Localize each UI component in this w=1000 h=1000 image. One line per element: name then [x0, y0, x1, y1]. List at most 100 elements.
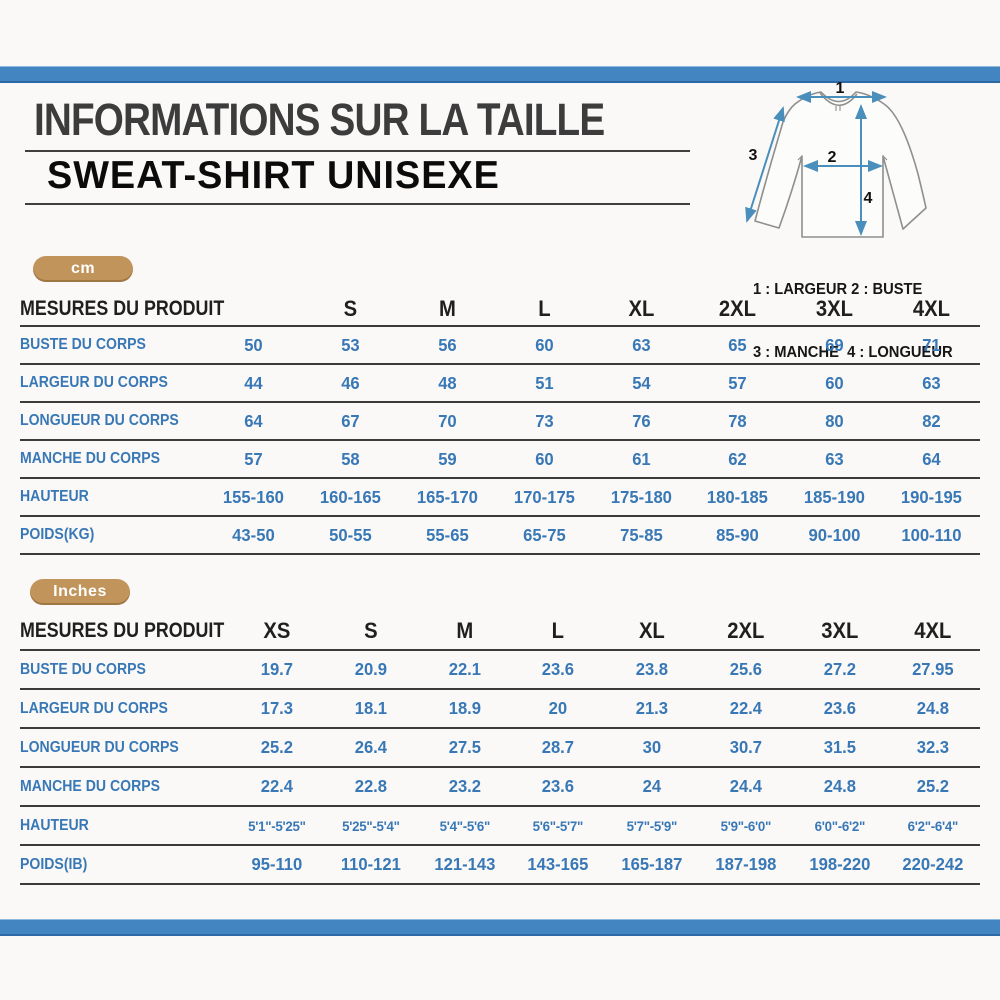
cell-value: 48	[437, 372, 457, 393]
table-row: LARGEUR DU CORPS 44 46 48 51 54 57 60 63	[20, 365, 980, 403]
cell-value: 82	[922, 410, 941, 431]
cell-value: 143-165	[527, 854, 589, 874]
cell-value: 60	[534, 334, 554, 355]
size-header: 2XL	[727, 617, 765, 643]
cell-value: 27.2	[823, 659, 856, 679]
cell-value: 58	[341, 448, 360, 469]
measures-header-label: MESURES DU PRODUIT	[20, 618, 225, 642]
cell-value: 22.1	[448, 659, 481, 679]
diagram-marker-3: 3	[749, 147, 758, 164]
cell-value: 100-110	[901, 524, 962, 545]
table-row: MANCHE DU CORPS 22.4 22.8 23.2 23.6 24 24.4 24.…	[20, 768, 980, 807]
legend-line-2: 3 : MANCHE 4 : LONGUEUR	[753, 344, 953, 361]
row-label: LONGUEUR DU CORPS	[20, 738, 179, 756]
size-header: 2XL	[719, 295, 757, 321]
table-row: HAUTEUR 155-160 160-165 165-170 170-175 175-1…	[20, 479, 980, 517]
cell-value: 19.7	[260, 659, 294, 679]
diagram-marker-2: 2	[828, 149, 837, 166]
cell-value: 59	[437, 448, 457, 469]
cell-value: 22.8	[354, 776, 387, 796]
table-row: LONGUEUR DU CORPS 25.2 26.4 27.5 28.7 30 30.7 3…	[20, 729, 980, 768]
cell-value: 24.4	[729, 776, 762, 796]
cell-value: 5'1"-5'25"	[248, 817, 306, 834]
cell-value: 20	[548, 698, 568, 718]
cell-value: 180-185	[707, 486, 769, 507]
cell-value: 110-121	[340, 854, 401, 874]
cell-value: 61	[631, 448, 651, 469]
cell-value: 76	[631, 410, 651, 431]
cell-value: 5'7"-5'9"	[626, 817, 678, 834]
cell-value: 69	[825, 334, 844, 355]
cell-value: 78	[728, 410, 748, 431]
row-label: LARGEUR DU CORPS	[20, 374, 168, 391]
cell-value: 57	[244, 448, 263, 469]
cell-value: 5'4"-5'6"	[439, 817, 490, 834]
sweatshirt-diagram: 1 2 3 4	[745, 80, 927, 238]
cell-value: 30.7	[729, 737, 762, 757]
cell-value: 60	[534, 448, 554, 469]
cell-value: 62	[728, 448, 748, 469]
product-name: SWEAT-SHIRT UNISEXE	[47, 154, 500, 197]
table-row: HAUTEUR 5'1"-5'25" 5'25"-5'4" 5'4"-5'6" 5'6"…	[20, 807, 980, 846]
size-header: L	[537, 295, 551, 321]
table-row: LARGEUR DU CORPS 17.3 18.1 18.9 20 21.3 22.4 23…	[20, 690, 980, 729]
cell-value: 5'6"-5'7"	[532, 817, 584, 834]
size-table-cm: MESURES DU PRODUIT S M L XL 2XL 3XL 4XL BUSTE DU…	[20, 292, 980, 555]
table-row: POIDS(KG) 43-50 50-55 55-65 65-75 75-85 85-90 9…	[20, 517, 980, 555]
cell-value: 63	[825, 448, 844, 469]
cell-value: 70	[437, 410, 457, 431]
cell-value: 25.2	[916, 776, 950, 796]
cell-value: 67	[341, 410, 360, 431]
cell-value: 56	[437, 334, 457, 355]
cell-value: 44	[244, 372, 263, 393]
cell-value: 20.9	[354, 659, 387, 679]
cell-value: 63	[922, 372, 941, 393]
cell-value: 46	[341, 372, 360, 393]
cell-value: 50	[244, 334, 263, 355]
product-subtitle-box: SWEAT-SHIRT UNISEXE	[25, 150, 690, 205]
size-header: XL	[638, 617, 665, 643]
cell-value: 17.3	[260, 698, 294, 718]
cell-value: 23.6	[541, 659, 575, 679]
cell-value: 190-195	[901, 486, 963, 507]
table-row: LONGUEUR DU CORPS 64 67 70 73 76 78 80 82	[20, 403, 980, 441]
size-table-inches: MESURES DU PRODUIT XS S M L XL 2XL 3XL 4XL BUSTE …	[20, 612, 980, 885]
cell-value: 54	[631, 372, 651, 393]
cell-value: 165-187	[621, 854, 683, 874]
cell-value: 18.9	[448, 698, 481, 718]
cell-value: 51	[534, 372, 554, 393]
cell-value: 50-55	[329, 524, 372, 545]
cell-value: 21.3	[635, 698, 669, 718]
size-header: L	[551, 617, 565, 643]
cell-value: 22.4	[260, 776, 294, 796]
row-label: POIDS(IB)	[20, 855, 88, 873]
table-row: POIDS(IB) 95-110 110-121 121-143 143-165 165-…	[20, 846, 980, 885]
row-label: LARGEUR DU CORPS	[20, 699, 168, 717]
cell-value: 75-85	[619, 524, 663, 545]
page-title: INFORMATIONS SUR LA TAILLE	[34, 94, 605, 145]
cell-value: 95-110	[251, 854, 303, 874]
cell-value: 43-50	[232, 524, 275, 545]
legend-line-1: 1 : LARGEUR 2 : BUSTE	[753, 281, 923, 298]
cell-value: 60	[825, 372, 844, 393]
row-label: POIDS(KG)	[20, 526, 95, 543]
top-divider-bar	[0, 66, 1000, 83]
cell-value: 64	[922, 448, 941, 469]
cell-value: 6'2"-6'4"	[907, 817, 959, 834]
size-header: 4XL	[914, 617, 952, 643]
row-label: BUSTE DU CORPS	[20, 660, 146, 678]
measurement-arrows	[745, 91, 887, 236]
cell-value: 121-143	[433, 854, 495, 874]
cell-value: 187-198	[715, 854, 777, 874]
cell-value: 73	[534, 410, 554, 431]
row-label: MANCHE DU CORPS	[20, 450, 161, 467]
cell-value: 28.7	[541, 737, 575, 757]
cell-value: 5'25"-5'4"	[341, 817, 400, 834]
cell-value: 22.4	[729, 698, 762, 718]
measures-header-label: MESURES DU PRODUIT	[20, 296, 225, 320]
cell-value: 170-175	[513, 486, 575, 507]
cell-value: 64	[244, 410, 263, 431]
cell-value: 185-190	[804, 486, 866, 507]
cell-value: 198-220	[808, 854, 870, 874]
row-label: MANCHE DU CORPS	[20, 777, 161, 795]
